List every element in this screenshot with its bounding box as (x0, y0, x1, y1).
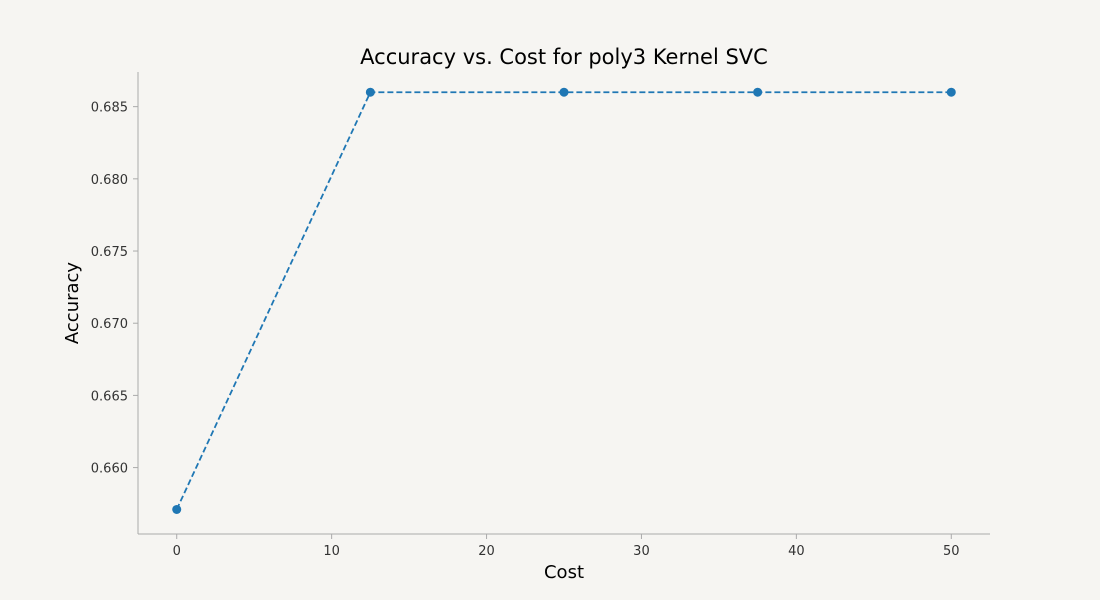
x-axis-label: Cost (544, 562, 584, 583)
x-tick-label: 10 (323, 544, 340, 559)
data-point (365, 87, 375, 97)
data-point (946, 87, 956, 97)
chart-title: Accuracy vs. Cost for poly3 Kernel SVC (360, 45, 768, 69)
y-tick-label: 0.675 (91, 245, 128, 260)
y-ticks: 0.660 0.665 0.670 0.675 0.680 0.685 (91, 101, 138, 477)
x-ticks: 0 10 20 30 40 50 (173, 534, 960, 559)
data-point (753, 87, 763, 97)
x-tick-label: 20 (478, 544, 495, 559)
y-tick-label: 0.680 (91, 173, 128, 188)
y-tick-label: 0.685 (91, 101, 128, 116)
y-tick-label: 0.670 (91, 317, 128, 332)
y-axis-label: Accuracy (62, 262, 83, 345)
x-tick-label: 30 (633, 544, 650, 559)
data-point (172, 504, 182, 514)
data-point (559, 87, 569, 97)
x-tick-label: 0 (173, 544, 181, 559)
y-tick-label: 0.660 (91, 462, 128, 477)
x-tick-label: 40 (788, 544, 805, 559)
series-layer (172, 87, 956, 514)
y-tick-label: 0.665 (91, 389, 128, 404)
x-tick-label: 50 (943, 544, 960, 559)
